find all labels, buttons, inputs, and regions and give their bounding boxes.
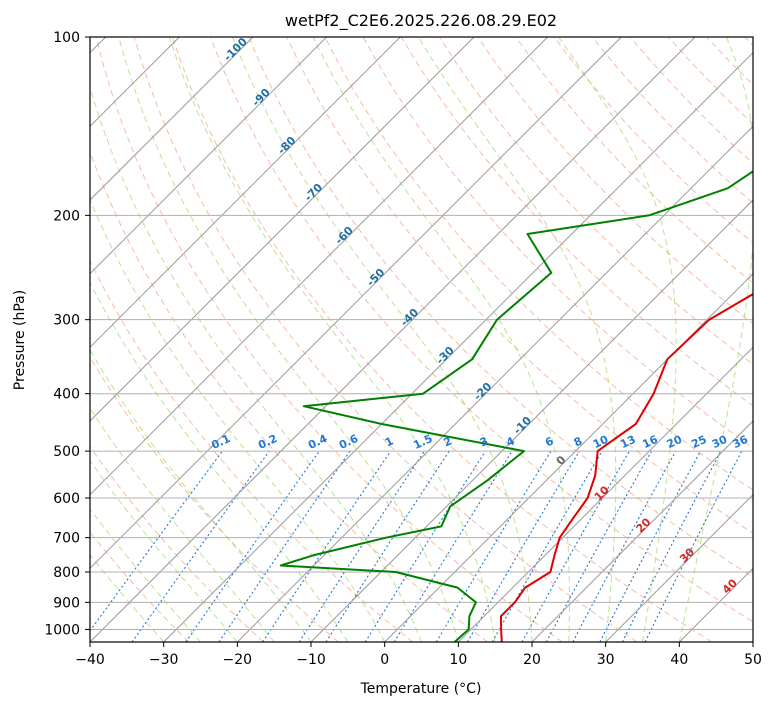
moist-adiabat-line [678,37,753,642]
mixing-ratio-line [185,450,320,642]
dry-adiabat-line [95,37,563,642]
chart-title: wetPf2_C2E6.2025.226.08.29.E02 [285,11,557,31]
mixing-ratio-line [435,450,552,642]
dry-adiabat-line [90,445,264,642]
y-tick-label: 300 [53,313,80,329]
x-tick-label: 0 [380,652,389,668]
mixing-ratio-line [364,450,486,642]
dry-adiabat-line [210,37,753,623]
mixing-ratio-label: 20 [665,433,685,451]
moist-adiabat-line [90,85,422,642]
mixing-ratio-label: 30 [710,433,730,451]
isotherm-line [90,37,696,642]
mixing-ratio-line [599,450,701,642]
mixing-ratio-line [262,450,392,642]
mixing-ratio-label: 25 [689,433,708,451]
isotherm-line [90,37,549,496]
moist-adiabat-line [90,554,165,642]
isotherm-line [90,37,401,349]
moist-adiabat-line [90,407,275,642]
mixing-ratio-line [218,450,351,642]
moist-adiabat-line [418,37,617,642]
isotherm-line [90,37,622,570]
isotherm-line [531,420,753,642]
dry-adiabat-line [286,37,753,534]
background-lines [90,37,753,642]
dry-adiabat-line [90,259,414,642]
mixing-ratio-line [545,450,653,642]
dewpoint-profile-line [279,170,753,642]
y-axis-ticks: 100 200 300 400 500 600 700 800 900 1000 [44,30,90,638]
y-axis-label: Pressure (hPa) [12,290,28,390]
mixing-ratio-line [325,450,450,642]
y-tick-label: 900 [53,595,80,611]
x-tick-label: 20 [523,652,541,668]
mixing-ratio-line [572,450,677,642]
y-tick-label: 400 [53,387,80,403]
x-tick-label: −20 [223,652,253,668]
mixing-ratio-label: 10 [591,433,611,451]
moist-adiabat-line [90,459,238,642]
sounding-profiles [279,170,753,642]
isotherm-line [163,51,753,642]
mixing-ratio-label: 16 [640,433,660,451]
plot-frame [89,36,754,643]
moist-adiabat-line [558,37,677,642]
moist-adiabat-line [231,37,533,642]
dry-adiabat-line [133,37,638,642]
x-tick-label: −30 [149,652,179,668]
moist-adiabat-line [312,37,570,642]
y-tick-label: 500 [53,444,80,460]
moist-adiabat-line [90,508,201,642]
moist-adiabat-line [90,198,386,642]
x-tick-label: 40 [670,652,688,668]
moist-adiabat-line [168,37,496,642]
isotherm-line [90,37,328,275]
isotherm-line [310,199,753,642]
plot-area [90,37,753,642]
dry-adiabat-line [171,37,712,642]
dry-adiabat-line [324,37,753,491]
y-tick-label: 1000 [44,622,80,638]
mixing-ratio-label: 13 [618,433,637,451]
x-axis-label: Temperature (°C) [360,681,482,697]
mixing-ratio-line [467,450,580,642]
moist-adiabat-line [90,281,349,642]
x-tick-label: −10 [296,652,326,668]
dry-adiabat-line [515,37,753,284]
x-tick-label: 10 [449,652,467,668]
isotherm-line [90,37,475,422]
mixing-ratio-line [298,450,425,642]
isotherm-line [605,493,753,642]
x-axis-ticks: −40 −30 −20 −10 0 10 20 30 40 50 [75,642,762,668]
isotherm-line [90,37,254,201]
y-tick-label: 200 [53,208,80,224]
mixing-ratio-label: 36 [731,433,751,451]
y-tick-label: 800 [53,565,80,581]
temperature-profile-line [500,292,753,642]
x-tick-label: −40 [75,652,105,668]
x-tick-label: 50 [744,652,762,668]
dry-adiabat-line [248,37,753,578]
isotherm-line [236,125,753,642]
y-tick-label: 700 [53,531,80,547]
x-tick-label: 30 [597,652,615,668]
y-tick-label: 100 [53,30,80,46]
y-tick-label: 600 [53,491,80,507]
